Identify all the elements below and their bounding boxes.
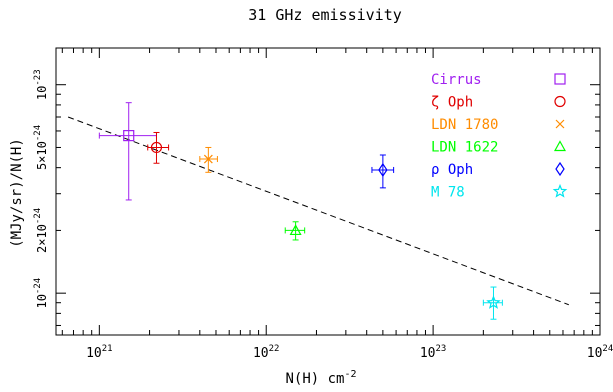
x-axis-label-text: N(H) cm xyxy=(285,371,344,387)
x-tick-label-base: 10 xyxy=(253,346,269,361)
y-tick-label-exponent: -24 xyxy=(33,125,43,141)
point-marker xyxy=(150,141,163,154)
y-tick-label-exponent: -24 xyxy=(33,278,43,294)
legend-label: M 78 xyxy=(431,185,465,201)
point-marker xyxy=(378,162,388,178)
point-marker xyxy=(289,224,302,236)
data-point xyxy=(147,131,170,164)
x-tick-label: 1023 xyxy=(420,344,447,361)
x-tick-label-exponent: 24 xyxy=(602,344,613,354)
y-tick-label: 10-23 xyxy=(33,69,49,100)
x-tick-label: 1024 xyxy=(587,344,613,361)
data-point xyxy=(199,146,218,173)
legend-marker xyxy=(554,73,566,85)
legend: Cirrus ζ Oph LDN 1780 LDN 1622 ρ Oph M 78 xyxy=(431,72,568,201)
x-tick-label-exponent: 23 xyxy=(436,344,447,354)
x-tick-label-base: 10 xyxy=(587,346,603,361)
points-layer xyxy=(98,102,503,320)
y-tick-label-prefix: 5× xyxy=(35,156,49,170)
x-axis-label: N(H) cm-2 xyxy=(285,369,356,387)
x-axis-label-exponent: -2 xyxy=(344,369,356,380)
legend-marker xyxy=(552,183,568,198)
x-tick-label-base: 10 xyxy=(86,346,102,361)
data-point xyxy=(371,154,395,189)
y-tick-label-base: 10 xyxy=(35,294,49,308)
fit-layer xyxy=(67,116,569,306)
y-tick-label-prefix: 2× xyxy=(35,239,49,253)
y-tick-label: 10-24 xyxy=(33,278,49,309)
point-marker xyxy=(203,154,213,164)
legend-marker xyxy=(553,140,567,152)
point-marker xyxy=(123,129,135,142)
x-tick-label: 1021 xyxy=(86,344,113,361)
chart-title: 31 GHz emissivity xyxy=(248,6,402,24)
legend-label: ζ Oph xyxy=(431,95,473,111)
y-tick-label: 5×10-24 xyxy=(33,125,49,170)
y-tick-label-exponent: -23 xyxy=(33,69,43,85)
plot-frame xyxy=(55,47,601,336)
point-marker xyxy=(486,295,501,309)
legend-marker xyxy=(554,95,566,108)
y-tick-label-base: 10 xyxy=(35,86,49,100)
legend-marker xyxy=(555,161,565,177)
y-tick-label-base: 10 xyxy=(35,141,49,155)
y-tick-label-exponent: -24 xyxy=(33,208,43,224)
x-tick-label: 1022 xyxy=(253,344,280,361)
x-tick-label-exponent: 21 xyxy=(102,344,113,354)
legend-marker xyxy=(555,119,565,129)
data-point xyxy=(98,102,157,201)
fit-line xyxy=(67,116,569,306)
legend-label: Cirrus xyxy=(431,72,482,88)
legend-label: LDN 1622 xyxy=(431,140,498,156)
x-tick-label-base: 10 xyxy=(420,346,436,361)
y-axis-label: (MJy/sr)/N(H) xyxy=(9,138,25,248)
y-tick-label: 2×10-24 xyxy=(33,208,49,253)
y-tick-label-base: 10 xyxy=(35,224,49,238)
data-point xyxy=(482,286,503,320)
x-tick-label-exponent: 22 xyxy=(269,344,280,354)
data-point xyxy=(284,221,306,241)
legend-label: LDN 1780 xyxy=(431,117,498,133)
legend-label: ρ Oph xyxy=(431,162,473,178)
